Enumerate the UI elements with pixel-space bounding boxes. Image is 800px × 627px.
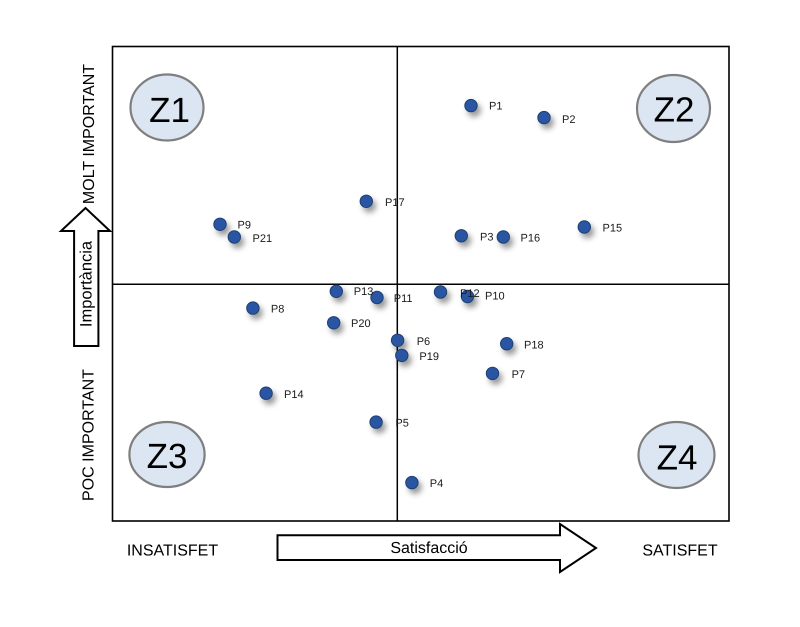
svg-text:Z2: Z2	[654, 91, 695, 130]
svg-text:P16: P16	[521, 233, 541, 245]
svg-text:P11: P11	[394, 293, 413, 305]
svg-text:P3: P3	[480, 232, 493, 244]
svg-text:P12: P12	[460, 288, 480, 300]
svg-text:P5: P5	[395, 418, 408, 430]
svg-text:Satisfacció: Satisfacció	[390, 540, 467, 557]
svg-text:P20: P20	[351, 318, 371, 330]
svg-text:P19: P19	[419, 351, 439, 363]
svg-text:P10: P10	[485, 291, 505, 303]
svg-text:P18: P18	[524, 340, 544, 352]
svg-text:INSATISFET: INSATISFET	[127, 543, 218, 560]
svg-text:Z3: Z3	[147, 437, 188, 476]
svg-text:P15: P15	[603, 223, 623, 235]
svg-text:P17: P17	[385, 197, 405, 209]
svg-text:POC IMPORTANT: POC IMPORTANT	[81, 369, 98, 501]
svg-text:P14: P14	[284, 389, 304, 401]
svg-text:P4: P4	[430, 478, 443, 490]
svg-text:MOLT IMPORTANT: MOLT IMPORTANT	[81, 64, 98, 204]
svg-text:P9: P9	[238, 220, 251, 232]
svg-text:P2: P2	[562, 114, 575, 126]
svg-text:Z4: Z4	[657, 438, 698, 477]
svg-text:Importància: Importància	[78, 240, 96, 327]
svg-text:P13: P13	[354, 286, 374, 298]
svg-text:P21: P21	[253, 233, 273, 245]
svg-text:Z1: Z1	[149, 91, 190, 130]
svg-text:SATISFET: SATISFET	[642, 543, 717, 560]
svg-text:P6: P6	[417, 336, 430, 348]
svg-text:P7: P7	[512, 369, 525, 381]
svg-text:P8: P8	[271, 304, 284, 316]
svg-text:P1: P1	[489, 101, 502, 113]
